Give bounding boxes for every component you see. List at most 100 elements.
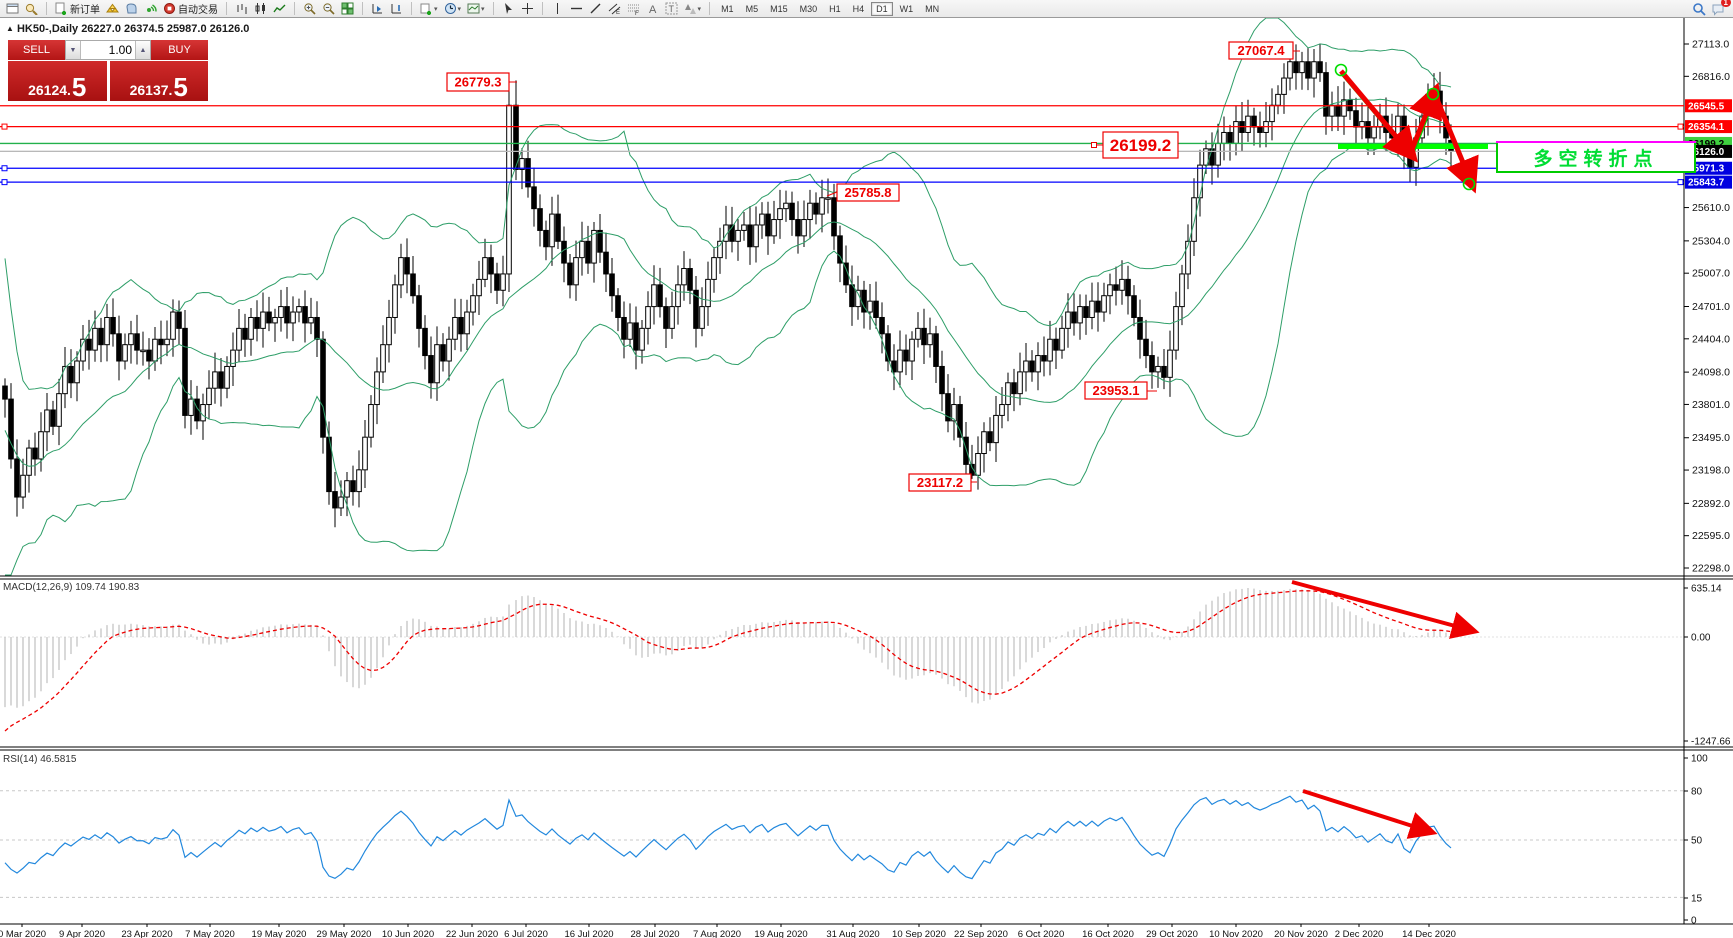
sell-price[interactable]: 26124. 5: [8, 61, 107, 101]
auto-scroll-button[interactable]: [368, 0, 387, 17]
svg-text:22595.0: 22595.0: [1692, 530, 1730, 542]
svg-text:7 Aug 2020: 7 Aug 2020: [693, 929, 741, 938]
timeframe-mn[interactable]: MN: [925, 3, 940, 14]
toolbar: 新订单 自动交易: [0, 0, 1733, 18]
tile-windows-button[interactable]: [338, 0, 357, 17]
template-icon: [467, 2, 480, 15]
trendline-tool[interactable]: [586, 0, 605, 17]
svg-text:0: 0: [1691, 916, 1697, 927]
binoculars-icon: [25, 2, 38, 16]
svg-text:26779.3: 26779.3: [455, 75, 502, 90]
svg-text:23 Apr 2020: 23 Apr 2020: [121, 929, 172, 938]
turning-point-label[interactable]: 多空转折点: [1496, 141, 1696, 173]
svg-text:23495.0: 23495.0: [1692, 432, 1730, 444]
svg-text:6 Oct 2020: 6 Oct 2020: [1018, 929, 1064, 938]
ohlc-values: 26227.0 26374.5 25987.0 26126.0: [81, 23, 250, 35]
svg-text:20 Nov 2020: 20 Nov 2020: [1274, 929, 1328, 938]
periods-button[interactable]: ▾: [441, 0, 465, 17]
timeframe-m5[interactable]: M5: [745, 3, 759, 14]
chart-window-icon: [6, 2, 19, 15]
shapes-tool[interactable]: ▾: [681, 0, 705, 17]
timeframe-m30[interactable]: M30: [799, 3, 818, 14]
search-icon: [1692, 2, 1706, 16]
svg-text:7 May 2020: 7 May 2020: [185, 929, 235, 938]
buy-button[interactable]: BUY: [151, 40, 208, 60]
svg-text:28 Jul 2020: 28 Jul 2020: [630, 929, 679, 938]
profile-button[interactable]: [22, 0, 41, 17]
add-indicator-button[interactable]: ▾: [417, 0, 441, 17]
svg-text:23117.2: 23117.2: [917, 475, 963, 490]
cursor-tool-button[interactable]: [499, 0, 518, 17]
signals-button[interactable]: [141, 0, 160, 17]
timeframe-h4[interactable]: H4: [852, 3, 865, 14]
svg-text:25610.0: 25610.0: [1692, 202, 1730, 214]
dropdown-caret-icon: ▾: [697, 5, 702, 13]
zoom-in-button[interactable]: [300, 0, 319, 17]
volume-increase-button[interactable]: ▲: [135, 41, 150, 59]
zoom-out-button[interactable]: [319, 0, 338, 17]
macd-values: 109.74 190.83: [75, 582, 140, 593]
sell-button[interactable]: SELL: [8, 40, 65, 60]
vertical-line-tool[interactable]: [548, 0, 567, 17]
crosshair-tool-button[interactable]: [518, 0, 537, 17]
timeframe-w1[interactable]: W1: [899, 3, 914, 14]
svg-text:6 Jul 2020: 6 Jul 2020: [504, 929, 548, 938]
new-order-button[interactable]: 新订单: [52, 0, 103, 17]
volume-value[interactable]: 1.00: [108, 43, 132, 57]
sell-price-fraction: 5: [71, 72, 87, 102]
price-annotations[interactable]: 26779.3 27067.4 26199.2 25785.8 23953.1 23117…: [446, 41, 1300, 492]
svg-text:27113.0: 27113.0: [1692, 39, 1729, 51]
text-label-tool[interactable]: T: [662, 0, 681, 17]
channel-tool[interactable]: E: [605, 0, 624, 17]
macd-pane: 635.14 0.00 -1247.66: [0, 580, 1731, 748]
candle-chart-button[interactable]: [251, 0, 270, 17]
auto-scroll-icon: [371, 2, 384, 15]
bar-chart-button[interactable]: [232, 0, 251, 17]
svg-text:19 May 2020: 19 May 2020: [252, 929, 307, 938]
svg-text:25785.8: 25785.8: [845, 185, 892, 200]
svg-text:26126.0: 26126.0: [1688, 147, 1725, 158]
trend-arrows[interactable]: [1334, 63, 1479, 194]
horizontal-line-tool[interactable]: [567, 0, 586, 17]
auto-trading-icon: [163, 2, 176, 15]
one-click-trading-panel: SELL ▼ 1.00 ▲ BUY 26124. 5 26137. 5: [8, 40, 208, 101]
price-axis: 27113.0 26816.0 25610.0 25304.0 25007.0 24701…: [1684, 39, 1732, 574]
symbol-triangle-icon: ▲: [6, 24, 14, 33]
svg-text:26545.5: 26545.5: [1688, 101, 1725, 112]
line-chart-button[interactable]: [270, 0, 289, 17]
bar-chart-icon: [235, 2, 248, 15]
timeframe-m15[interactable]: M15: [770, 3, 788, 14]
timeframe-m1[interactable]: M1: [721, 3, 734, 14]
buy-price[interactable]: 26137. 5: [109, 61, 208, 102]
text-icon: A: [646, 2, 659, 16]
deposit-button[interactable]: [103, 0, 122, 17]
timeframe-d1[interactable]: D1: [871, 1, 893, 16]
buy-price-fraction: 5: [173, 72, 188, 102]
new-order-label: 新订单: [70, 5, 100, 16]
svg-text:2 Dec 2020: 2 Dec 2020: [1335, 929, 1384, 938]
svg-text:24404.0: 24404.0: [1692, 333, 1730, 345]
fibonacci-tool[interactable]: F: [624, 0, 643, 17]
equidistant-channel-icon: E: [608, 2, 621, 16]
svg-text:26816.0: 26816.0: [1692, 71, 1730, 83]
timeframe-h1[interactable]: H1: [829, 3, 841, 14]
signal-icon: [144, 2, 157, 15]
notification-badge: 1: [1720, 0, 1731, 7]
volume-decrease-button[interactable]: ▼: [66, 41, 81, 59]
new-chart-button[interactable]: [3, 0, 22, 17]
search-button[interactable]: [1689, 0, 1708, 17]
svg-text:26354.1: 26354.1: [1688, 122, 1725, 133]
svg-text:23953.1: 23953.1: [1093, 383, 1140, 398]
market-button[interactable]: [122, 0, 141, 17]
svg-text:16 Oct 2020: 16 Oct 2020: [1082, 929, 1134, 938]
rsi-pane: 100 80 50 15 0: [0, 754, 1708, 927]
text-tool[interactable]: A: [643, 0, 662, 17]
svg-text:A: A: [649, 4, 657, 15]
templates-button[interactable]: ▾: [464, 0, 488, 17]
rsi-label: RSI(14) 46.5815: [3, 754, 76, 765]
notifications-button[interactable]: 1: [1708, 0, 1731, 17]
auto-trading-button[interactable]: 自动交易: [160, 0, 221, 17]
chart-shift-button[interactable]: [387, 0, 406, 17]
macd-name: MACD(12,26,9): [3, 582, 73, 593]
